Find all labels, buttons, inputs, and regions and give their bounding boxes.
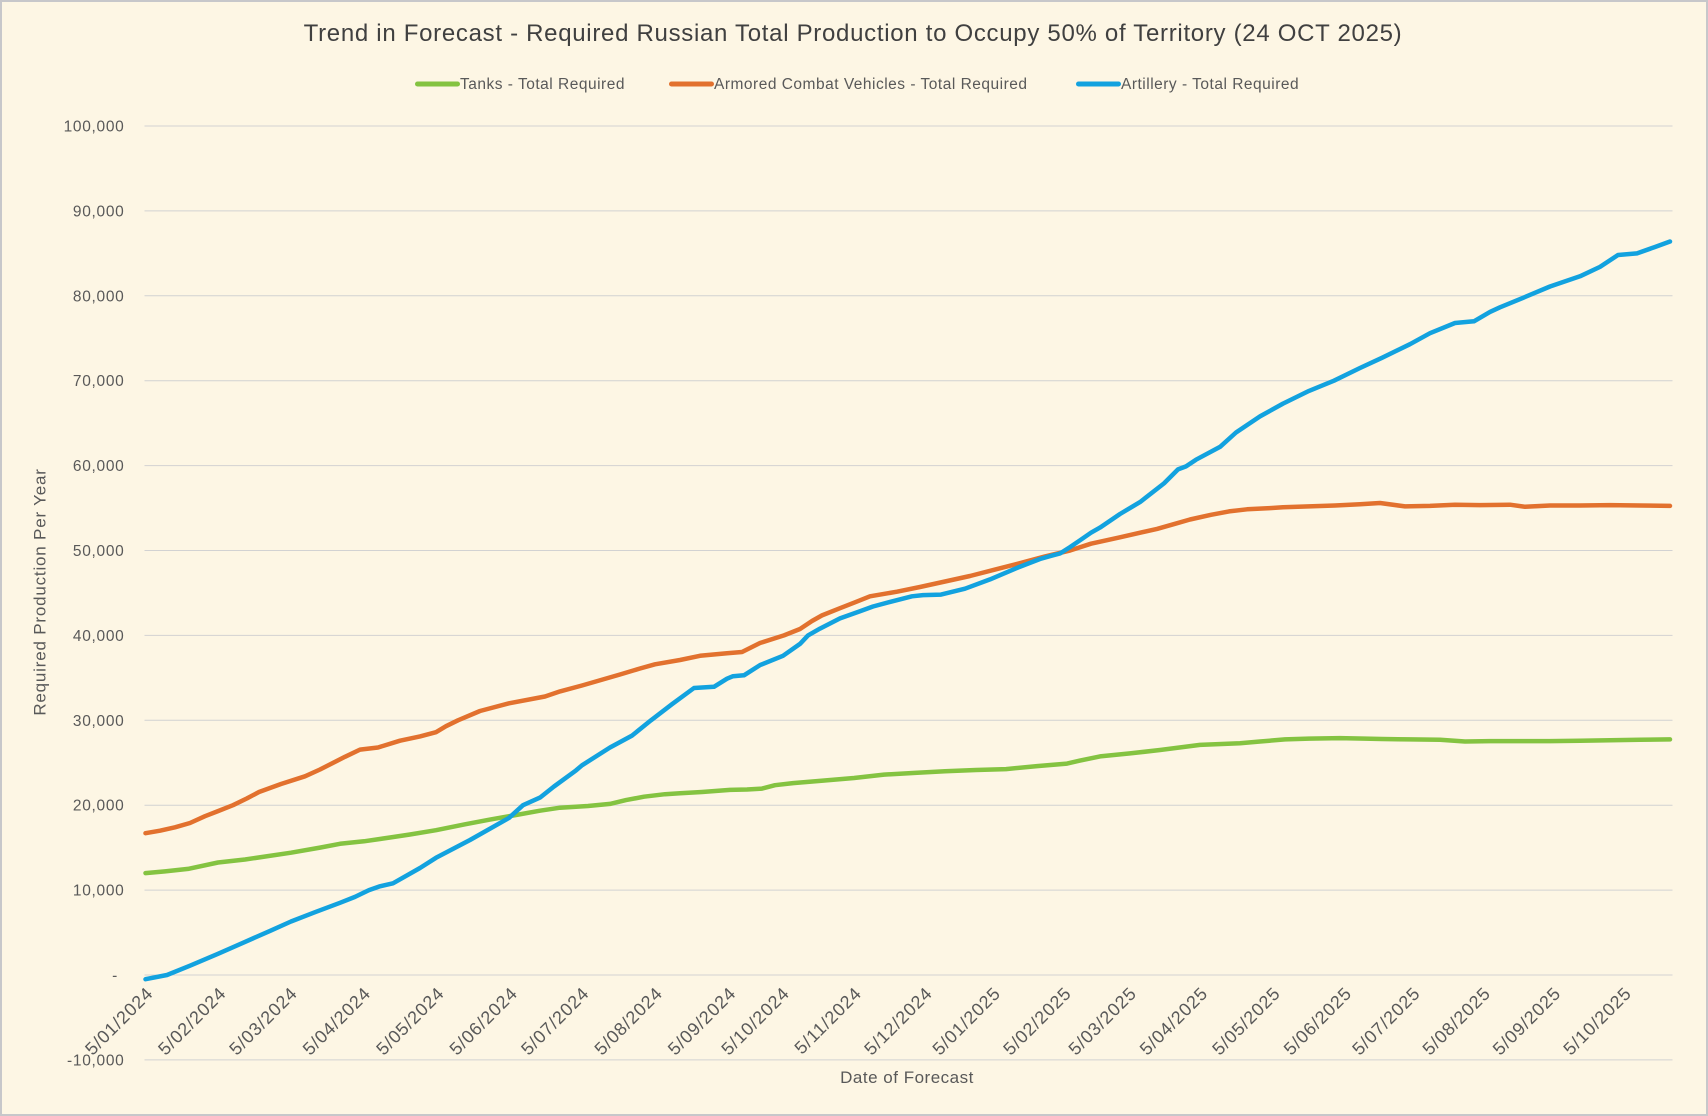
svg-text:90,000: 90,000: [73, 203, 125, 220]
svg-text:50,000: 50,000: [73, 543, 125, 560]
svg-text:Required Production Per Year: Required Production Per Year: [31, 468, 50, 715]
svg-text:60,000: 60,000: [73, 458, 125, 475]
svg-text:30,000: 30,000: [73, 713, 125, 730]
svg-text:Date of Forecast: Date of Forecast: [840, 1068, 974, 1087]
svg-text:Trend in Forecast - Required R: Trend in Forecast - Required Russian Tot…: [304, 20, 1403, 47]
svg-text:-10,000: -10,000: [67, 1052, 124, 1069]
svg-text:Tanks - Total Required: Tanks - Total Required: [460, 76, 625, 93]
svg-text:80,000: 80,000: [73, 288, 125, 305]
svg-text:10,000: 10,000: [73, 883, 125, 900]
svg-text:Armored Combat Vehicles - Tota: Armored Combat Vehicles - Total Required: [714, 76, 1028, 93]
svg-text:100,000: 100,000: [64, 119, 125, 136]
svg-text:-: -: [112, 968, 118, 985]
svg-text:20,000: 20,000: [73, 798, 125, 815]
svg-text:70,000: 70,000: [73, 373, 125, 390]
svg-text:Artillery - Total Required: Artillery - Total Required: [1121, 76, 1299, 93]
svg-text:40,000: 40,000: [73, 628, 125, 645]
